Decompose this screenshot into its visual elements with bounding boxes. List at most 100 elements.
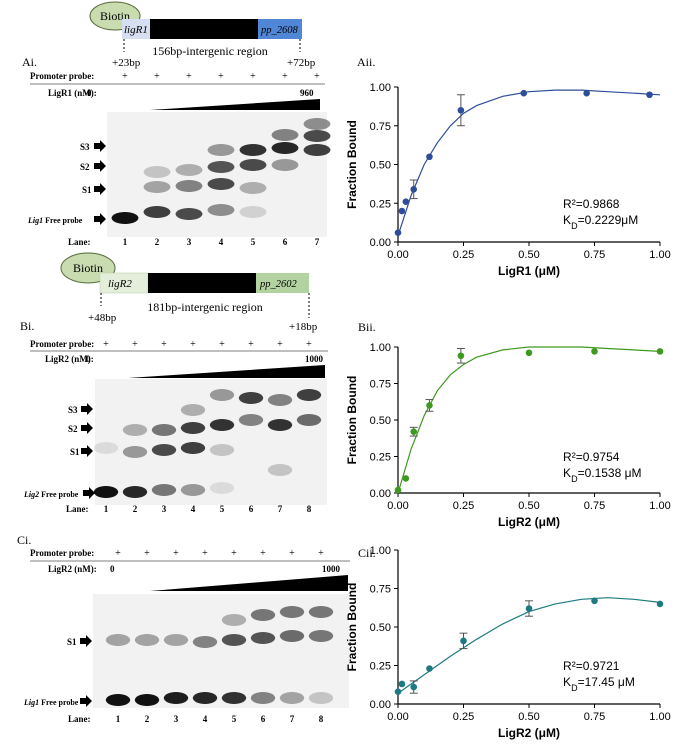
probe-plus-mark: + (219, 339, 225, 350)
y-tick-label: 0.50 (370, 622, 391, 634)
lane-number: 4 (203, 714, 208, 724)
gel-band (303, 118, 331, 130)
protein-row-label: LigR2 (nM): (48, 564, 97, 574)
probe-plus-mark: + (103, 339, 109, 350)
intergenic-region-box (148, 273, 256, 293)
gel-band (267, 464, 293, 476)
conc-min-label: 0 (87, 88, 92, 98)
x-tick-label: 0.25 (453, 500, 474, 512)
free-probe-label: Lig2 Free probe (23, 490, 79, 499)
gel-band (151, 444, 177, 456)
gel-band (238, 392, 264, 404)
gene-right-label: pp_2602 (259, 279, 298, 290)
gel-band (209, 482, 235, 494)
probe-plus-mark: + (202, 548, 208, 559)
gel-band (180, 404, 206, 416)
gel-band (221, 692, 247, 704)
gel-band (271, 159, 299, 171)
lane-number: 6 (249, 504, 254, 514)
panel-ai: Biotin ligR1 pp_2608 156bp-intergenic re… (22, 1, 331, 247)
free-probe-label: Lig1 Free probe (27, 216, 83, 225)
data-point (398, 207, 406, 215)
gel-band (267, 394, 293, 406)
data-point (394, 229, 402, 236)
data-point (656, 600, 664, 608)
panel-label-bii: Bii. (358, 320, 376, 334)
lane-number: 7 (315, 237, 320, 247)
gel-band (163, 692, 189, 704)
data-point (394, 688, 402, 695)
gel-band (267, 419, 293, 431)
panel-label-aii: Aii. (357, 55, 375, 69)
panel-label-ci: Ci. (17, 533, 31, 547)
probe-plus-mark: + (260, 548, 266, 559)
data-point (426, 153, 433, 161)
y-tick-label: 0.25 (370, 452, 391, 464)
data-point (398, 680, 406, 688)
probe-plus-mark: + (122, 71, 128, 82)
x-tick-label: 0.25 (453, 711, 474, 723)
region-text: 156bp-intergenic region (152, 44, 267, 58)
concentration-wedge (150, 575, 348, 591)
panel-bi: Biotin ligR2 pp_2602 181bp-intergenic re… (20, 252, 328, 514)
x-tick-label: 0.00 (387, 711, 408, 723)
x-tick-label: 0.75 (584, 711, 605, 723)
gene-right-box (256, 273, 309, 293)
arrow-icon (80, 695, 92, 707)
concentration-wedge (150, 99, 320, 110)
chart-bii: 0.00 0.25 0.50 0.75 1.00 0.00 0.25 0.50 0.75 1.00… (345, 342, 671, 529)
conc-max-label: 1000 (322, 564, 341, 574)
gel-band (279, 606, 305, 618)
arrow-icon (94, 160, 106, 172)
gel-bands (93, 389, 322, 498)
lane-number: 2 (145, 714, 150, 724)
gene-left-box (122, 19, 150, 39)
probe-plus-mark: + (190, 339, 196, 350)
data-point (410, 683, 418, 691)
gel-band (122, 446, 148, 458)
arrow-icon (94, 140, 106, 152)
arrow-icon (81, 422, 93, 434)
kd-annotation: KD=0.2229μM (563, 213, 638, 231)
gel-band (207, 204, 235, 216)
probe-plus-mark: + (173, 548, 179, 559)
gel-band (105, 634, 131, 646)
gene-right-box (258, 19, 302, 39)
free-probe-label: Lig1 Free probe (23, 698, 79, 707)
gel-band (180, 422, 206, 434)
arrow-icon (81, 403, 93, 415)
gel-band (143, 206, 171, 218)
data-point (656, 348, 664, 355)
data-point (457, 106, 465, 114)
gel-band (271, 142, 299, 154)
arrow-icon (80, 635, 92, 647)
x-tick-label: 0.00 (387, 500, 408, 512)
probe-plus-mark: + (231, 548, 237, 559)
arrow-icon (81, 445, 93, 457)
gel-band (105, 694, 131, 706)
gel-band (239, 144, 267, 156)
gel-band (134, 694, 160, 706)
pos-left-label: +23bp (112, 57, 141, 69)
x-axis-label: LigR2 (μM) (498, 726, 560, 740)
lane-numbers: 1 2 3 4 5 6 7 8 (116, 714, 324, 724)
gel-band (250, 609, 276, 621)
conc-max-label: 960 (300, 88, 314, 98)
y-tick-label: 0.75 (370, 379, 391, 391)
lane-row-label: Lane: (66, 504, 89, 514)
band-label-s2: S2 (68, 424, 78, 434)
gel-band (239, 182, 267, 194)
probe-plus-mark: + (248, 339, 254, 350)
gel-band (209, 419, 235, 431)
lane-number: 3 (162, 504, 167, 514)
lane-row-label: Lane: (68, 237, 91, 247)
chart-cii: 0.00 0.25 0.50 0.75 1.00 0.00 0.25 0.50 0.75 1.00… (345, 545, 671, 740)
lane-number: 4 (191, 504, 196, 514)
lane-number: 4 (219, 237, 224, 247)
data-point (460, 637, 467, 645)
gel-band (180, 442, 206, 454)
band-label-s1: S1 (67, 637, 77, 647)
y-axis-label: Fraction Bound (345, 120, 359, 209)
gel-band (180, 484, 206, 496)
